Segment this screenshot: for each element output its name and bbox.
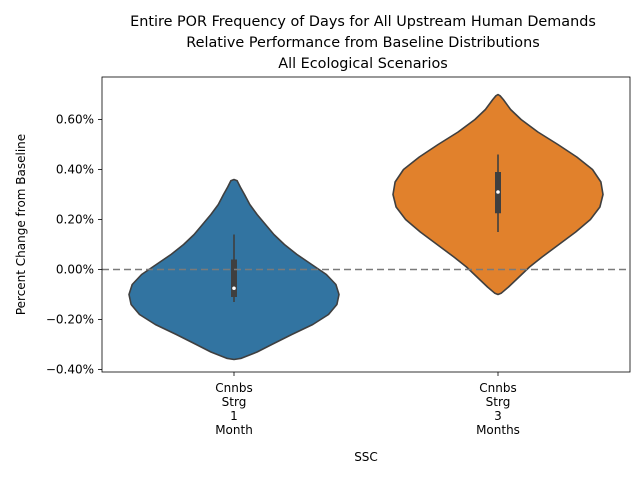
x-tick-label-1-line-3: 1 xyxy=(230,409,238,423)
median-dot-2 xyxy=(496,190,500,194)
title-line-3: All Ecological Scenarios xyxy=(278,56,448,72)
y-axis-label: Percent Change from Baseline xyxy=(14,134,28,315)
plot-area xyxy=(102,93,630,361)
x-tick-label-2-line-3: 3 xyxy=(494,409,502,423)
y-tick-label-1: −0.40% xyxy=(46,363,94,377)
chart-title: Entire POR Frequency of Days for All Ups… xyxy=(130,14,596,72)
y-tick-label-2: −0.20% xyxy=(46,313,94,327)
x-tick-label-2-line-4: Months xyxy=(476,423,520,437)
median-dot-1 xyxy=(232,286,236,291)
x-tick-label-1-line-1: Cnnbs xyxy=(215,381,252,395)
violin-2 xyxy=(392,93,604,296)
y-tick-label-4: 0.20% xyxy=(56,213,94,227)
x-tick-label-2-line-2: Strg xyxy=(486,395,511,409)
x-tick-label-1-line-2: Strg xyxy=(222,395,247,409)
x-tick-label-1-line-4: Month xyxy=(215,423,253,437)
x-tick-label-2-line-1: Cnnbs xyxy=(479,381,516,395)
y-tick-label-5: 0.40% xyxy=(56,163,94,177)
axes-frame xyxy=(101,76,631,373)
x-axis-label: SSC xyxy=(354,450,378,464)
y-tick-label-3: 0.00% xyxy=(56,263,94,277)
title-line-2: Relative Performance from Baseline Distr… xyxy=(186,35,539,51)
y-axis: −0.40% −0.20% 0.00% 0.20% 0.40% 0.60% xyxy=(46,113,102,377)
iqr-box-1 xyxy=(231,259,237,297)
y-tick-label-6: 0.60% xyxy=(56,113,94,127)
title-line-1: Entire POR Frequency of Days for All Ups… xyxy=(130,14,596,30)
